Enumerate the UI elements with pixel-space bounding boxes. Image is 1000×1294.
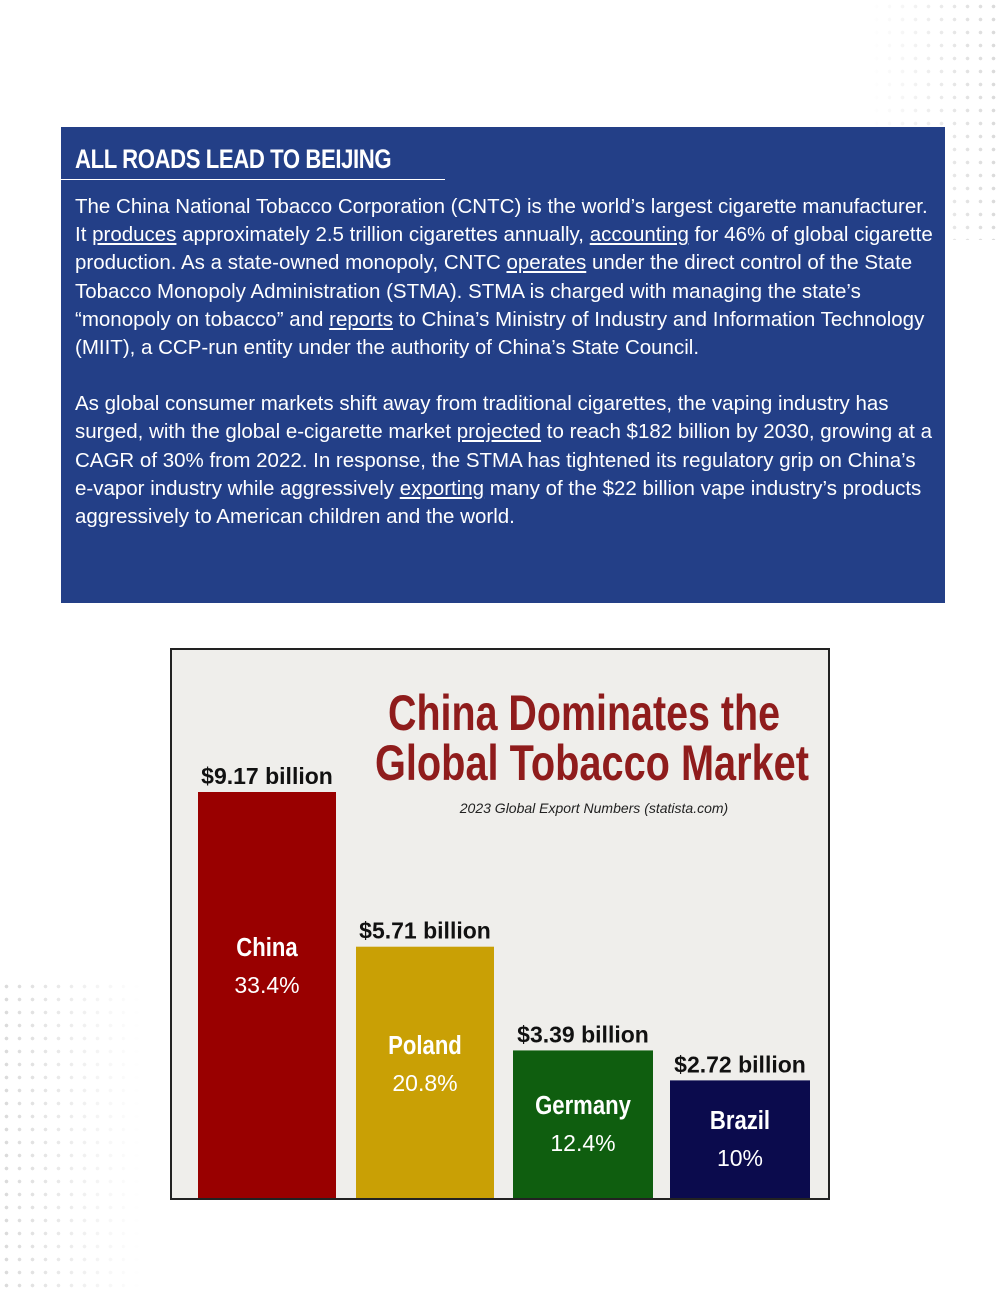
panel-title: ALL ROADS LEAD TO BEIJING bbox=[75, 144, 392, 174]
link-projected[interactable]: projected bbox=[456, 420, 542, 444]
bar-poland bbox=[356, 946, 494, 1198]
category-label-brazil: Brazil bbox=[710, 1106, 770, 1135]
info-panel: ALL ROADS LEAD TO BEIJING The China Nati… bbox=[61, 127, 945, 603]
p1-text-2: approximately 2.5 trillion cigarettes an… bbox=[176, 223, 590, 247]
category-label-germany: Germany bbox=[535, 1091, 631, 1120]
title-underline bbox=[61, 179, 445, 180]
link-operates[interactable]: operates bbox=[506, 251, 587, 275]
p1-text-4: under the direct control of the State To… bbox=[75, 251, 913, 331]
category-label-china: China bbox=[236, 933, 298, 962]
paragraph-1: The China National Tobacco Corporation (… bbox=[75, 193, 935, 362]
value-label-germany: $3.39 billion bbox=[517, 1021, 649, 1047]
category-label-poland: Poland bbox=[388, 1031, 462, 1060]
share-label-china: 33.4% bbox=[234, 972, 299, 998]
share-label-germany: 12.4% bbox=[550, 1130, 615, 1156]
bars-group: $9.17 billion China 33.4% $5.71 billion Pola… bbox=[198, 763, 810, 1198]
bar-china bbox=[198, 792, 336, 1198]
chart-svg: China Dominates the Global Tobacco Marke… bbox=[198, 685, 810, 1198]
bar-germany bbox=[513, 1050, 653, 1198]
bar-brazil bbox=[670, 1080, 810, 1198]
link-accounting[interactable]: accounting bbox=[589, 223, 689, 247]
paragraph-2: As global consumer markets shift away fr… bbox=[75, 390, 935, 531]
chart-subtitle: 2023 Global Export Numbers (statista.com… bbox=[459, 800, 728, 816]
chart-title-line-2: Global Tobacco Market bbox=[375, 735, 809, 791]
panel-body: The China National Tobacco Corporation (… bbox=[75, 193, 935, 559]
value-label-poland: $5.71 billion bbox=[359, 918, 491, 944]
share-label-brazil: 10% bbox=[717, 1145, 763, 1171]
value-label-brazil: $2.72 billion bbox=[674, 1051, 806, 1077]
p2-text-3: many of the $22 billion vape industry’s … bbox=[75, 476, 922, 529]
p1-text-1: The China National Tobacco Corporation (… bbox=[75, 195, 928, 247]
p2-text-1: As global consumer markets shift away fr… bbox=[75, 392, 889, 444]
p2-text-2: to reach $182 billion by 2030, growing a… bbox=[75, 420, 932, 500]
link-reports[interactable]: reports bbox=[329, 307, 393, 331]
chart-title-line-1: China Dominates the bbox=[388, 685, 780, 741]
p1-text-3: for 46% of global cigarette production. … bbox=[75, 223, 933, 275]
link-produces[interactable]: produces bbox=[92, 223, 177, 247]
p1-text-5: to China’s Ministry of Industry and Info… bbox=[75, 307, 925, 360]
dot-pattern-bottom-left bbox=[0, 980, 140, 1294]
value-label-china: $9.17 billion bbox=[201, 763, 333, 789]
share-label-poland: 20.8% bbox=[392, 1070, 457, 1096]
export-chart: China Dominates the Global Tobacco Marke… bbox=[170, 648, 830, 1200]
link-exporting[interactable]: exporting bbox=[399, 476, 485, 500]
